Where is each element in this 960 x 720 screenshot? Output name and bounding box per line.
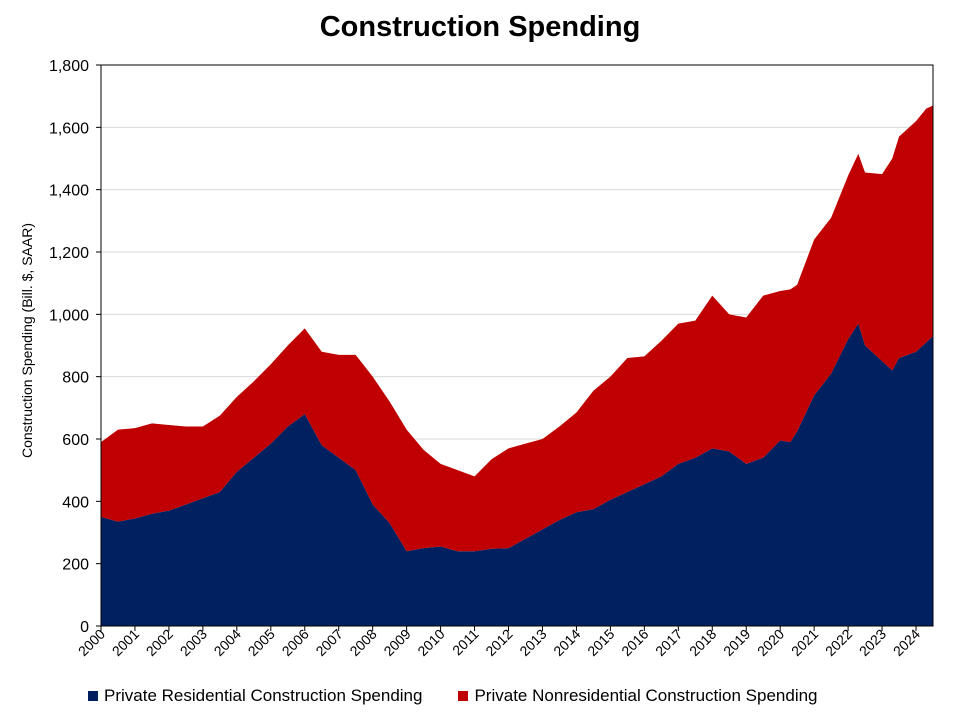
x-tick-label: 2003 [177, 626, 210, 659]
x-tick-label: 2011 [449, 626, 482, 659]
y-tick-label: 800 [62, 370, 89, 387]
legend-label-residential: Private Residential Construction Spendin… [104, 686, 423, 705]
x-tick-label: 2024 [890, 626, 923, 659]
y-tick-label: 1,200 [49, 245, 89, 262]
x-tick-label: 2014 [550, 626, 583, 659]
plot-frame [100, 64, 934, 627]
y-tick-label: 200 [62, 557, 89, 574]
x-tick-label: 2019 [720, 626, 753, 659]
area-nonresidential [101, 105, 933, 552]
y-tick-label: 1,600 [49, 120, 89, 137]
x-tick-label: 2004 [211, 626, 244, 659]
x-axis-ticks: 2000 2001 2002 2003 2004 2005 2006 2007 2008 2009… [75, 626, 924, 659]
legend-label-nonresidential: Private Nonresidential Construction Spen… [474, 686, 818, 705]
x-tick-label: 2023 [856, 626, 889, 659]
y-axis-label: Construction Spending (Bill. $, SAAR) [19, 223, 35, 458]
x-tick-label: 2018 [686, 626, 719, 659]
x-tick-label: 2020 [754, 626, 787, 659]
y-tick-label: 0 [80, 619, 89, 636]
x-tick-label: 2002 [143, 626, 176, 659]
x-tick-label: 2009 [380, 626, 413, 659]
x-tick-label: 2015 [584, 626, 617, 659]
chart-title: Construction Spending [319, 11, 641, 43]
x-tick-label: 2013 [516, 626, 549, 659]
x-tick-label: 2017 [652, 626, 685, 659]
y-tick-label: 400 [62, 494, 89, 511]
x-tick-label: 2001 [109, 626, 142, 659]
x-tick-label: 2022 [822, 626, 855, 659]
x-tick-label: 2008 [346, 626, 379, 659]
x-tick-label: 2010 [414, 626, 447, 659]
stacked-areas [101, 105, 933, 626]
y-tick-label: 1,800 [49, 58, 89, 75]
y-tick-label: 1,000 [49, 307, 89, 324]
legend-item-residential: Private Residential Construction Spendin… [88, 686, 422, 706]
x-tick-label: 2016 [618, 626, 651, 659]
x-tick-label: 2005 [245, 626, 278, 659]
legend-swatch-residential [88, 691, 98, 701]
y-tick-label: 1,400 [49, 183, 89, 200]
area-residential [101, 323, 933, 626]
x-tick-label: 2021 [788, 626, 821, 659]
legend: Private Residential Construction Spendin… [88, 686, 854, 706]
y-tick-label: 600 [62, 432, 89, 449]
x-tick-label: 2006 [279, 626, 312, 659]
legend-item-nonresidential: Private Nonresidential Construction Spen… [458, 686, 818, 706]
x-tick-label: 2012 [482, 626, 515, 659]
legend-swatch-nonresidential [458, 691, 469, 701]
y-axis-ticks: 0 200 400 600 800 1,000 1,200 1,400 1,600 1,800 [49, 58, 101, 636]
x-tick-label: 2007 [312, 626, 345, 659]
